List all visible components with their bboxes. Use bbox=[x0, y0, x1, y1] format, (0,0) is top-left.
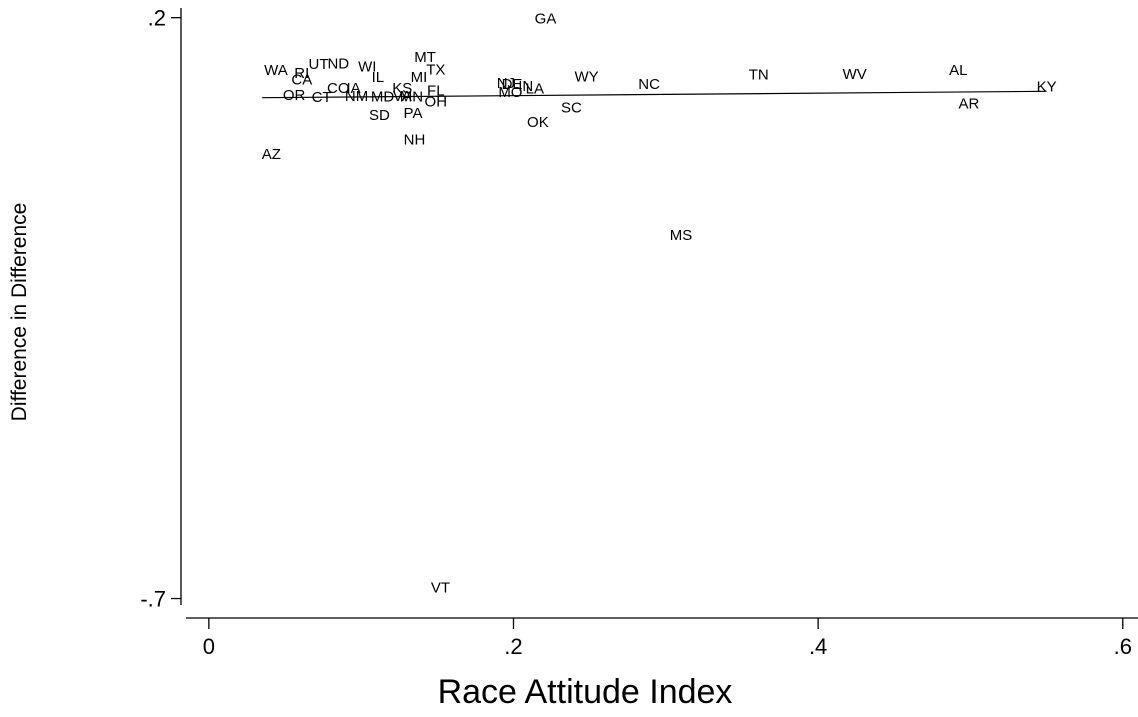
point-label-de: DE bbox=[502, 76, 523, 93]
point-label-ia: IA bbox=[347, 80, 361, 97]
x-axis-title: Race Attitude Index bbox=[438, 673, 733, 711]
point-label-nm: NM bbox=[345, 88, 368, 105]
point-label-mi: MI bbox=[411, 69, 428, 86]
point-label-mn: MN bbox=[400, 88, 423, 105]
point-label-il: IL bbox=[372, 69, 385, 86]
point-label-wv: WV bbox=[843, 66, 867, 83]
y-tick-label: .2 bbox=[148, 6, 166, 31]
point-label-al: AL bbox=[949, 62, 967, 79]
point-label-tx: TX bbox=[426, 61, 445, 78]
point-label-sd: SD bbox=[369, 107, 390, 124]
y-axis-title: Difference in Difference bbox=[8, 203, 31, 422]
point-label-nh: NH bbox=[404, 132, 426, 149]
point-label-wi: WI bbox=[358, 59, 376, 76]
point-label-az: AZ bbox=[262, 146, 281, 163]
point-label-mo: MO bbox=[498, 84, 522, 101]
point-label-wa: WA bbox=[264, 62, 288, 79]
x-tick-label: .4 bbox=[809, 634, 827, 659]
x-tick-label: .2 bbox=[504, 634, 522, 659]
point-label-ky: KY bbox=[1037, 79, 1057, 96]
point-label-va: VA bbox=[393, 88, 412, 105]
point-label-ar: AR bbox=[958, 96, 979, 113]
point-label-in: IN bbox=[518, 78, 533, 95]
point-label-sc: SC bbox=[561, 99, 582, 116]
x-tick-label: 0 bbox=[203, 634, 215, 659]
point-label-pa: PA bbox=[404, 105, 423, 122]
point-label-wy: WY bbox=[575, 68, 599, 85]
point-label-co: CO bbox=[327, 80, 350, 97]
point-label-vt: VT bbox=[431, 580, 450, 597]
point-label-nc: NC bbox=[638, 76, 660, 93]
point-label-nd: ND bbox=[327, 56, 349, 73]
point-label-nj: NJ bbox=[497, 75, 515, 92]
point-label-ca: CA bbox=[291, 72, 312, 89]
point-label-fl: FL bbox=[427, 83, 445, 100]
y-tick-label: -.7 bbox=[140, 587, 166, 612]
point-label-ut: UT bbox=[309, 56, 329, 73]
point-label-ri: RI bbox=[294, 65, 309, 82]
point-label-md: MD bbox=[371, 88, 394, 105]
x-tick-label: .6 bbox=[1114, 634, 1132, 659]
point-label-ct: CT bbox=[312, 89, 332, 106]
point-label-la: LA bbox=[526, 81, 544, 98]
point-label-tn: TN bbox=[749, 67, 769, 84]
point-label-mt: MT bbox=[414, 49, 436, 66]
point-label-ok: OK bbox=[527, 114, 549, 131]
point-label-oh: OH bbox=[425, 94, 448, 111]
fit-line bbox=[262, 90, 1047, 99]
point-label-ks: KS bbox=[392, 80, 412, 97]
x-axis-ticks: 0 .2 .4 .6 bbox=[203, 618, 1132, 659]
y-axis-ticks: .2 -.7 bbox=[140, 6, 181, 612]
point-label-or: OR bbox=[283, 87, 306, 104]
point-label-ms: MS bbox=[670, 227, 693, 244]
point-label-ga: GA bbox=[535, 10, 557, 27]
